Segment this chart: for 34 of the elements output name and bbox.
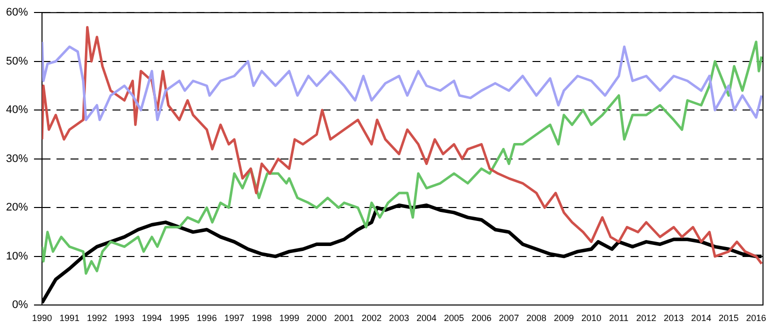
x-tick-label: 2016 bbox=[746, 313, 766, 324]
x-tick-label: 2003 bbox=[389, 313, 410, 324]
y-tick-label: 10% bbox=[6, 250, 28, 262]
x-tick-label: 2009 bbox=[554, 313, 574, 324]
x-tick-label: 1999 bbox=[279, 313, 300, 324]
x-tick-label: 2012 bbox=[636, 313, 656, 324]
x-tick-label: 1990 bbox=[32, 313, 52, 324]
x-tick-label: 1996 bbox=[196, 313, 217, 324]
x-tick-label: 2000 bbox=[306, 313, 327, 324]
x-tick-label: 2011 bbox=[609, 313, 628, 324]
x-tick-label: 2013 bbox=[664, 313, 684, 324]
y-tick-label: 20% bbox=[6, 202, 28, 214]
x-tick-label: 1995 bbox=[169, 313, 190, 324]
x-tick-label: 1994 bbox=[142, 313, 162, 324]
x-tick-label: 2015 bbox=[718, 313, 739, 324]
x-tick-label: 2004 bbox=[416, 313, 437, 324]
y-tick-label: 30% bbox=[6, 152, 28, 165]
x-tick-label: 2014 bbox=[691, 313, 712, 324]
x-tick-label: 2002 bbox=[362, 313, 382, 324]
y-tick-label: 40% bbox=[6, 104, 28, 116]
x-tick-label: 2001 bbox=[334, 313, 354, 324]
x-tick-label: 1993 bbox=[114, 313, 134, 324]
x-tick-label: 2008 bbox=[526, 313, 546, 324]
x-tick-label: 1998 bbox=[252, 313, 272, 324]
y-tick-label: 60% bbox=[6, 6, 28, 19]
x-tick-label: 1992 bbox=[86, 313, 107, 324]
x-tick-label: 2007 bbox=[498, 313, 519, 324]
x-tick-label: 2006 bbox=[471, 313, 492, 324]
x-tick-label: 1991 bbox=[59, 313, 80, 324]
x-tick-label: 2005 bbox=[444, 313, 464, 324]
x-tick-label: 1997 bbox=[224, 313, 244, 324]
x-tick-label: 2010 bbox=[581, 313, 602, 324]
y-tick-label: 0% bbox=[12, 299, 28, 312]
y-tick-label: 50% bbox=[6, 55, 28, 68]
